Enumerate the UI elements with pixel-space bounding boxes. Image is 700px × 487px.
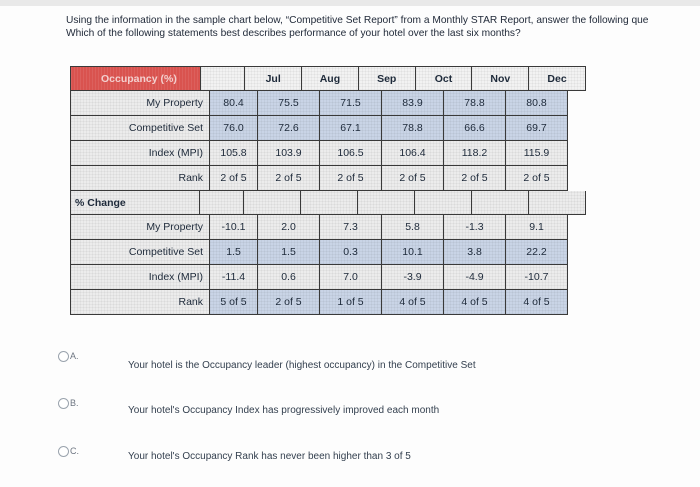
table-cell: 78.8 — [444, 91, 506, 116]
month-header: Jul — [245, 66, 303, 91]
table-cell: -10.1 — [210, 215, 258, 240]
option-a-text[interactable]: Your hotel is the Occupancy leader (high… — [128, 360, 476, 371]
option-c-letter: C. — [70, 446, 79, 456]
table-cell: 2 of 5 — [210, 166, 258, 191]
table-row: Index (MPI) -11.4 0.6 7.0 -3.9 -4.9 -10.… — [70, 265, 586, 290]
row-label: Rank — [70, 290, 210, 315]
row-label: Index (MPI) — [70, 141, 210, 166]
option-c-text[interactable]: Your hotel's Occupancy Rank has never be… — [128, 451, 411, 462]
pct-change-label: % Change — [70, 191, 200, 215]
competitive-set-table: Occupancy (%) Jul Aug Sep Oct Nov Dec My… — [70, 66, 586, 315]
table-cell: 78.8 — [382, 116, 444, 141]
table-cell: 83.9 — [382, 91, 444, 116]
table-cell: -10.7 — [506, 265, 568, 290]
table-cell: 71.5 — [320, 91, 382, 116]
table-cell: 1.5 — [258, 240, 320, 265]
table-row: My Property -10.1 2.0 7.3 5.8 -1.3 9.1 — [70, 215, 586, 240]
table-row: My Property 80.4 75.5 71.5 83.9 78.8 80.… — [70, 91, 586, 116]
table-cell: 2 of 5 — [320, 166, 382, 191]
table-cell: 80.8 — [506, 91, 568, 116]
table-cell: 7.3 — [320, 215, 382, 240]
header-blank — [201, 66, 246, 91]
table-cell: 0.3 — [320, 240, 382, 265]
table-cell: 1.5 — [210, 240, 258, 265]
table-cell: 105.8 — [210, 141, 258, 166]
row-label: Competitive Set — [70, 116, 210, 141]
table-cell: 4 of 5 — [506, 290, 568, 315]
table-cell: 2 of 5 — [258, 290, 320, 315]
table-cell — [243, 191, 301, 215]
table-cell: 2 of 5 — [506, 166, 568, 191]
option-b-text[interactable]: Your hotel's Occupancy Index has progres… — [128, 405, 440, 416]
table-cell — [199, 191, 244, 215]
table-row: Competitive Set 76.0 72.6 67.1 78.8 66.6… — [70, 116, 586, 141]
table-cell — [357, 191, 415, 215]
pct-change-row: % Change — [70, 191, 586, 215]
row-label: My Property — [70, 215, 210, 240]
table-cell: 2 of 5 — [258, 166, 320, 191]
table-cell — [471, 191, 529, 215]
top-strip — [0, 0, 700, 6]
table-cell: 5.8 — [382, 215, 444, 240]
table-cell: -4.9 — [444, 265, 506, 290]
question-line-1: Using the information in the sample char… — [66, 15, 649, 26]
option-a-radio[interactable] — [58, 351, 69, 362]
table-cell — [528, 191, 586, 215]
table-cell: 1 of 5 — [320, 290, 382, 315]
row-label: Competitive Set — [70, 240, 210, 265]
table-cell: 9.1 — [506, 215, 568, 240]
table-cell: 118.2 — [444, 141, 506, 166]
table-cell — [414, 191, 472, 215]
occupancy-header: Occupancy (%) — [70, 66, 202, 91]
table-cell: -1.3 — [444, 215, 506, 240]
table-cell: -11.4 — [210, 265, 258, 290]
table-cell: 7.0 — [320, 265, 382, 290]
table-cell — [300, 191, 358, 215]
option-a-letter: A. — [70, 351, 79, 361]
table-header-row: Occupancy (%) Jul Aug Sep Oct Nov Dec — [70, 66, 586, 91]
table-cell: 115.9 — [506, 141, 568, 166]
table-cell: 67.1 — [320, 116, 382, 141]
table-cell: 10.1 — [382, 240, 444, 265]
table-cell: 75.5 — [258, 91, 320, 116]
table-row: Competitive Set 1.5 1.5 0.3 10.1 3.8 22.… — [70, 240, 586, 265]
row-label: Rank — [70, 166, 210, 191]
table-cell: -3.9 — [382, 265, 444, 290]
month-header: Dec — [529, 66, 586, 91]
month-header: Sep — [358, 66, 416, 91]
table-cell: 106.5 — [320, 141, 382, 166]
table-cell: 22.2 — [506, 240, 568, 265]
table-cell: 3.8 — [444, 240, 506, 265]
table-cell: 2 of 5 — [382, 166, 444, 191]
table-cell: 66.6 — [444, 116, 506, 141]
table-cell: 2 of 5 — [444, 166, 506, 191]
month-header: Nov — [472, 66, 530, 91]
table-row: Rank 2 of 5 2 of 5 2 of 5 2 of 5 2 of 5 … — [70, 166, 586, 191]
table-cell: 106.4 — [382, 141, 444, 166]
table-cell: 0.6 — [258, 265, 320, 290]
table-cell: 103.9 — [258, 141, 320, 166]
table-cell: 76.0 — [210, 116, 258, 141]
table-row: Rank 5 of 5 2 of 5 1 of 5 4 of 5 4 of 5 … — [70, 290, 586, 315]
table-cell: 5 of 5 — [210, 290, 258, 315]
row-label: Index (MPI) — [70, 265, 210, 290]
option-b-letter: B. — [70, 398, 79, 408]
question-line-2: Which of the following statements best d… — [66, 28, 521, 39]
table-cell: 4 of 5 — [382, 290, 444, 315]
table-cell: 69.7 — [506, 116, 568, 141]
table-cell: 2.0 — [258, 215, 320, 240]
option-c-radio[interactable] — [58, 446, 69, 457]
question-text: Using the information in the sample char… — [66, 14, 700, 40]
table-cell: 4 of 5 — [444, 290, 506, 315]
option-b-radio[interactable] — [58, 398, 69, 409]
table-row: Index (MPI) 105.8 103.9 106.5 106.4 118.… — [70, 141, 586, 166]
table-cell: 80.4 — [210, 91, 258, 116]
month-header: Aug — [302, 66, 359, 91]
row-label: My Property — [70, 91, 210, 116]
month-header: Oct — [415, 66, 473, 91]
table-cell: 72.6 — [258, 116, 320, 141]
